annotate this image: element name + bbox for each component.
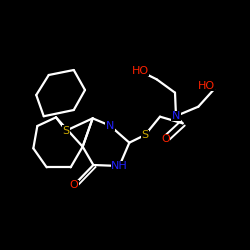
Text: HO: HO: [198, 81, 214, 91]
Text: NH: NH: [111, 161, 128, 171]
Text: O: O: [161, 134, 170, 144]
Text: S: S: [142, 130, 148, 140]
Text: N: N: [106, 121, 114, 131]
Text: S: S: [62, 126, 70, 136]
Text: O: O: [70, 180, 78, 190]
Text: HO: HO: [132, 66, 148, 76]
Text: N: N: [172, 111, 180, 121]
